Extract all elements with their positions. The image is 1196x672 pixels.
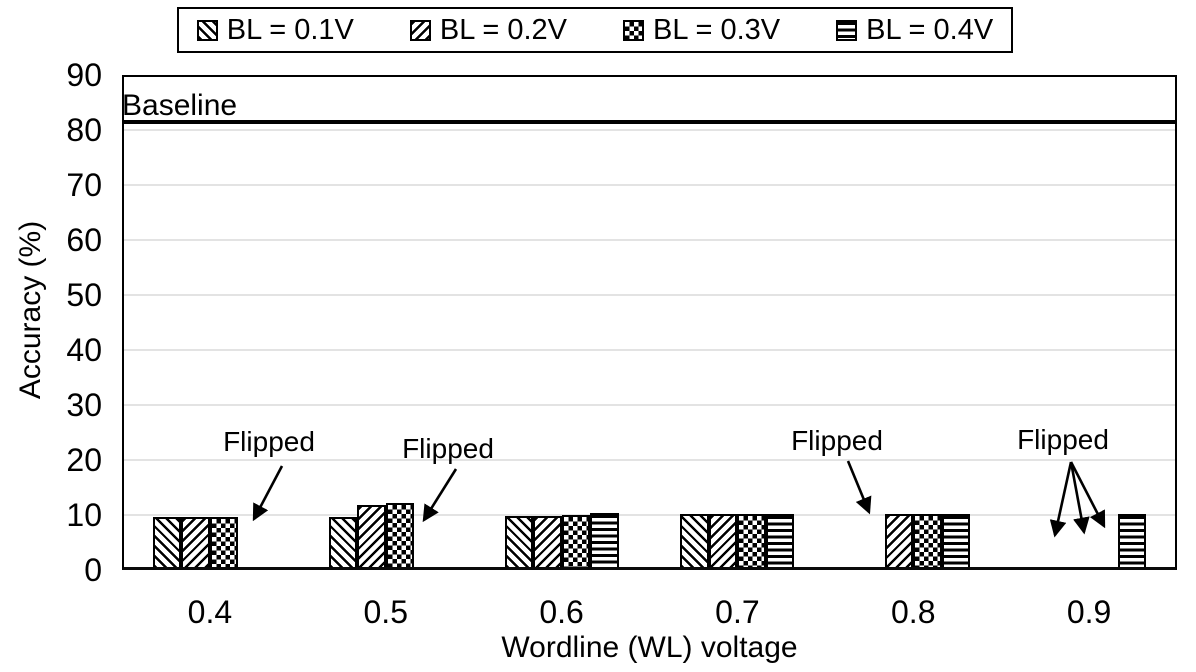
gridline-10	[122, 514, 1177, 516]
flipped-annotation-4: Flipped	[1017, 424, 1109, 455]
legend-label: BL = 0.4V	[866, 13, 994, 46]
x-tick-0.7: 0.7	[715, 594, 760, 630]
x-tick-0.9: 0.9	[1066, 594, 1112, 630]
plot-frame	[122, 75, 1177, 570]
x-axis-title: Wordline (WL) voltage	[501, 631, 798, 664]
bar-bl-0.4v-wl-0.6	[590, 512, 619, 570]
bar-bl-0.1v-wl-0.7	[680, 513, 709, 570]
bar-bl-0.2v-wl-0.4	[181, 516, 210, 570]
gridline-80	[122, 129, 1177, 131]
x-tick-0.5: 0.5	[363, 594, 408, 630]
x-tick-0.8: 0.8	[891, 594, 936, 630]
legend-item-bl-0.3v: BL = 0.3V	[623, 13, 781, 46]
gridline-70	[122, 184, 1177, 186]
legend-label: BL = 0.3V	[653, 13, 781, 46]
y-tick-80: 80	[66, 112, 102, 148]
legend-item-bl-0.2v: BL = 0.2V	[409, 13, 567, 46]
legend-swatch-hlines-icon	[836, 19, 858, 41]
gridline-40	[122, 349, 1177, 351]
bar-bl-0.4v-wl-0.9	[1117, 513, 1147, 570]
y-tick-50: 50	[66, 277, 102, 313]
bar-bl-0.1v-wl-0.6	[504, 516, 534, 570]
bar-bl-0.3v-wl-0.6	[561, 515, 591, 570]
y-tick-30: 30	[66, 387, 102, 423]
y-tick-70: 70	[66, 167, 102, 203]
y-tick-10: 10	[66, 497, 102, 533]
bar-bl-0.4v-wl-0.8	[941, 513, 971, 570]
legend-label: BL = 0.1V	[226, 13, 354, 46]
bar-bl-0.3v-wl-0.7	[737, 513, 766, 570]
bar-bl-0.4v-wl-0.7	[765, 513, 795, 570]
x-tick-0.4: 0.4	[187, 594, 233, 630]
x-tick-0.6: 0.6	[539, 594, 584, 630]
bar-bl-0.2v-wl-0.7	[708, 513, 738, 570]
gridline-30	[122, 404, 1177, 406]
bar-bl-0.3v-wl-0.4	[209, 516, 239, 570]
bar-bl-0.2v-wl-0.8	[884, 513, 914, 570]
baseline-line	[122, 119, 1177, 124]
flipped-annotation-1: Flipped	[223, 426, 315, 457]
bar-bl-0.1v-wl-0.4	[152, 516, 182, 570]
baseline-label: Baseline	[122, 88, 238, 122]
y-tick-40: 40	[66, 332, 102, 368]
y-tick-60: 60	[66, 222, 102, 258]
legend-swatch-checker-icon	[623, 19, 644, 41]
bar-bl-0.3v-wl-0.5	[385, 503, 415, 570]
bar-bl-0.2v-wl-0.5	[357, 504, 386, 570]
legend-item-bl-0.1v: BL = 0.1V	[196, 13, 354, 46]
gridline-50	[122, 294, 1177, 296]
y-tick-90: 90	[66, 57, 102, 93]
plot-area: Baseline	[122, 75, 1177, 570]
y-tick-0: 0	[84, 552, 102, 588]
bar-bl-0.2v-wl-0.6	[533, 516, 562, 570]
bar-bl-0.3v-wl-0.8	[913, 513, 942, 570]
chart-legend: BL = 0.1V BL = 0.2V BL = 0.3V BL = 0.4V	[177, 7, 1013, 53]
legend-item-bl-0.4v: BL = 0.4V	[836, 13, 994, 46]
flipped-annotation-2: Flipped	[402, 433, 494, 464]
y-tick-20: 20	[66, 442, 102, 478]
gridline-20	[122, 459, 1177, 461]
legend-swatch-diag-back-icon	[196, 19, 218, 41]
gridline-60	[122, 239, 1177, 241]
legend-swatch-diag-fwd-icon	[409, 19, 431, 41]
flipped-annotation-3: Flipped	[791, 425, 883, 456]
bar-bl-0.1v-wl-0.5	[328, 516, 358, 570]
legend-label: BL = 0.2V	[439, 13, 567, 46]
